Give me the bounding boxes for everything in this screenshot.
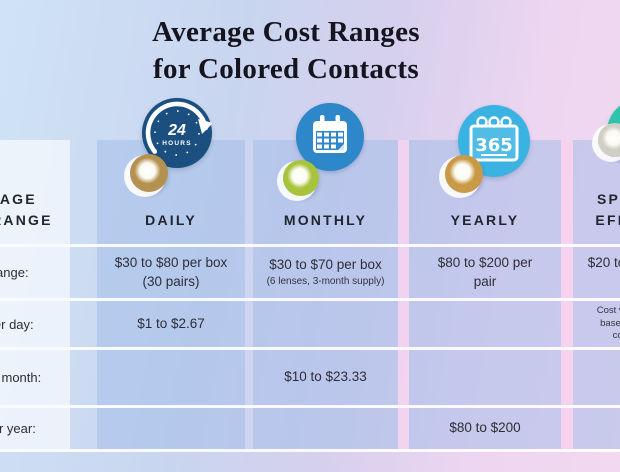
cell-monthly-per-year	[253, 408, 398, 449]
brown-contact-lens-icon	[130, 154, 168, 192]
cell-daily-per-month	[97, 350, 245, 405]
cell-yearly-per-day	[409, 301, 561, 347]
row-separator	[0, 405, 620, 408]
page-title-line1: Average Cost Ranges	[152, 16, 420, 48]
row-label-cost-range: Cost range:	[0, 247, 70, 298]
column-gap	[398, 140, 409, 452]
cell-monthly-per-day	[253, 301, 398, 347]
cell-special-cost-range: $20 to $200 per pair	[573, 247, 620, 298]
column-gap	[561, 140, 573, 452]
cost-table: AVERAGE COST RANGE DAILY MONTHLY YEARLY …	[0, 140, 620, 452]
cell-yearly-per-month	[409, 350, 561, 405]
corner-header-line1: AVERAGE	[0, 191, 37, 207]
green-contact-lens-icon	[283, 160, 319, 196]
cell-yearly-cost-range: $80 to $200 per pair	[409, 247, 561, 298]
365-calendar-icon: 365	[458, 105, 530, 177]
page-title-line2: for Colored Contacts	[153, 52, 419, 85]
calendar-icon	[296, 103, 364, 171]
row-label-cost-per-day: Cost per day:	[0, 301, 70, 347]
svg-text:HOURS: HOURS	[162, 140, 191, 147]
column-header-special-effects: SPECIAL EFFECTS	[573, 140, 620, 244]
row-separator	[0, 298, 620, 301]
row-label-cost-per-year: Cost per year:	[0, 408, 70, 449]
cell-yearly-per-year: $80 to $200	[409, 408, 561, 449]
cell-daily-per-year	[97, 408, 245, 449]
cell-daily-per-day: $1 to $2.67	[97, 301, 245, 347]
cell-special-per-year	[573, 408, 620, 449]
cell-special-per-month	[573, 350, 620, 405]
row-label-cost-per-month: Cost per month:	[0, 350, 70, 405]
cell-daily-cost-range: $30 to $80 per box (30 pairs)	[97, 247, 245, 298]
row-separator	[0, 347, 620, 350]
corner-header-line2: COST RANGE	[0, 212, 53, 228]
column-gap	[245, 140, 253, 452]
svg-text:24: 24	[167, 122, 186, 139]
cell-monthly-per-month: $10 to $23.33	[253, 350, 398, 405]
page-title: Average Cost Ranges for Colored Contacts	[0, 14, 572, 87]
corner-header-average-cost-range: AVERAGE COST RANGE	[0, 140, 70, 244]
amber-contact-lens-icon	[445, 155, 483, 193]
gray-contact-lens-icon	[598, 123, 620, 157]
row-separator	[0, 449, 620, 452]
svg-text:365: 365	[475, 135, 513, 156]
cell-special-per-day: Cost varies widely based on design compl…	[573, 301, 620, 347]
row-separator	[0, 244, 620, 247]
cell-monthly-cost-range: $30 to $70 per box (6 lenses, 3-month su…	[253, 247, 398, 298]
